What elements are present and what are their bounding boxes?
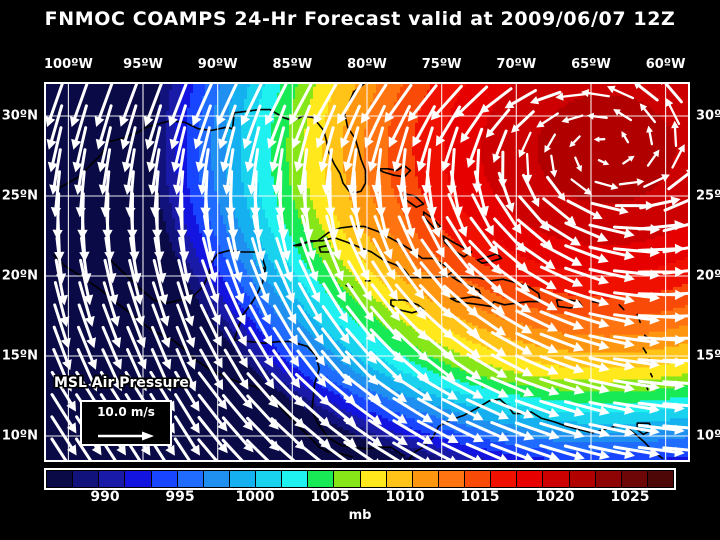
color-scale-tick-label: 995 bbox=[165, 489, 194, 505]
lat-tick-label-left: 20ºN bbox=[2, 269, 38, 284]
color-scale-tick-label: 1020 bbox=[536, 489, 575, 505]
color-scale-cell bbox=[517, 471, 543, 487]
field-label: MSL Air Pressure bbox=[54, 375, 189, 391]
lon-tick-label: 70ºW bbox=[496, 57, 536, 72]
lon-tick-label: 65ºW bbox=[571, 57, 611, 72]
color-scale-cell bbox=[256, 471, 282, 487]
color-scale-cell bbox=[491, 471, 517, 487]
lon-tick-label: 95ºW bbox=[123, 57, 163, 72]
color-scale-cell bbox=[308, 471, 334, 487]
lat-tick-label-left: 25ºN bbox=[2, 189, 38, 204]
color-scale-cell bbox=[203, 471, 229, 487]
color-scale-tick-label: 1010 bbox=[386, 489, 425, 505]
lon-tick-label: 100ºW bbox=[44, 57, 93, 72]
color-scale-cell bbox=[438, 471, 464, 487]
lon-tick-label: 85ºW bbox=[272, 57, 312, 72]
color-scale-unit: mb bbox=[0, 508, 720, 523]
page-title: FNMOC COAMPS 24-Hr Forecast valid at 200… bbox=[0, 8, 720, 30]
color-scale-cell bbox=[360, 471, 386, 487]
color-scale-cell bbox=[386, 471, 412, 487]
lon-tick-label: 60ºW bbox=[646, 57, 686, 72]
lon-tick-label: 75ºW bbox=[422, 57, 462, 72]
map-canvas[interactable] bbox=[44, 82, 690, 462]
wind-scale-key: 10.0 m/s bbox=[80, 400, 172, 446]
color-scale-tick-label: 1000 bbox=[236, 489, 275, 505]
color-scale-cell bbox=[621, 471, 647, 487]
lat-tick-label-right: 25ºN bbox=[696, 189, 720, 204]
color-scale-cell bbox=[647, 471, 673, 487]
lat-tick-label-right: 15ºN bbox=[696, 349, 720, 364]
color-scale-cell bbox=[177, 471, 203, 487]
lat-tick-label-right: 10ºN bbox=[696, 429, 720, 444]
color-scale-cell bbox=[595, 471, 621, 487]
color-scale-cell bbox=[125, 471, 151, 487]
wind-scale-value: 10.0 m/s bbox=[82, 405, 170, 419]
color-scale-cell bbox=[282, 471, 308, 487]
wind-arrow-icon bbox=[98, 431, 154, 441]
lat-tick-label-left: 15ºN bbox=[2, 349, 38, 364]
color-scale-cell bbox=[229, 471, 255, 487]
color-scale-tick-label: 1015 bbox=[461, 489, 500, 505]
color-scale-cell bbox=[465, 471, 491, 487]
lat-tick-label-left: 30ºN bbox=[2, 109, 38, 124]
color-scale-cell bbox=[412, 471, 438, 487]
color-scale-cell bbox=[334, 471, 360, 487]
color-scale-cell bbox=[569, 471, 595, 487]
map-plot bbox=[46, 84, 688, 460]
color-scale-bar bbox=[44, 468, 676, 490]
color-scale-tick-label: 990 bbox=[90, 489, 119, 505]
color-scale-cell bbox=[99, 471, 125, 487]
color-scale-cell bbox=[73, 471, 99, 487]
lat-tick-label-left: 10ºN bbox=[2, 429, 38, 444]
color-scale-tick-label: 1025 bbox=[611, 489, 650, 505]
color-scale-cell bbox=[151, 471, 177, 487]
lon-tick-label: 80ºW bbox=[347, 57, 387, 72]
color-scale-cell bbox=[543, 471, 569, 487]
color-scale-tick-label: 1005 bbox=[311, 489, 350, 505]
lon-tick-label: 90ºW bbox=[198, 57, 238, 72]
lat-tick-label-right: 20ºN bbox=[696, 269, 720, 284]
color-scale-cell bbox=[47, 471, 73, 487]
lat-tick-label-right: 30ºN bbox=[696, 109, 720, 124]
